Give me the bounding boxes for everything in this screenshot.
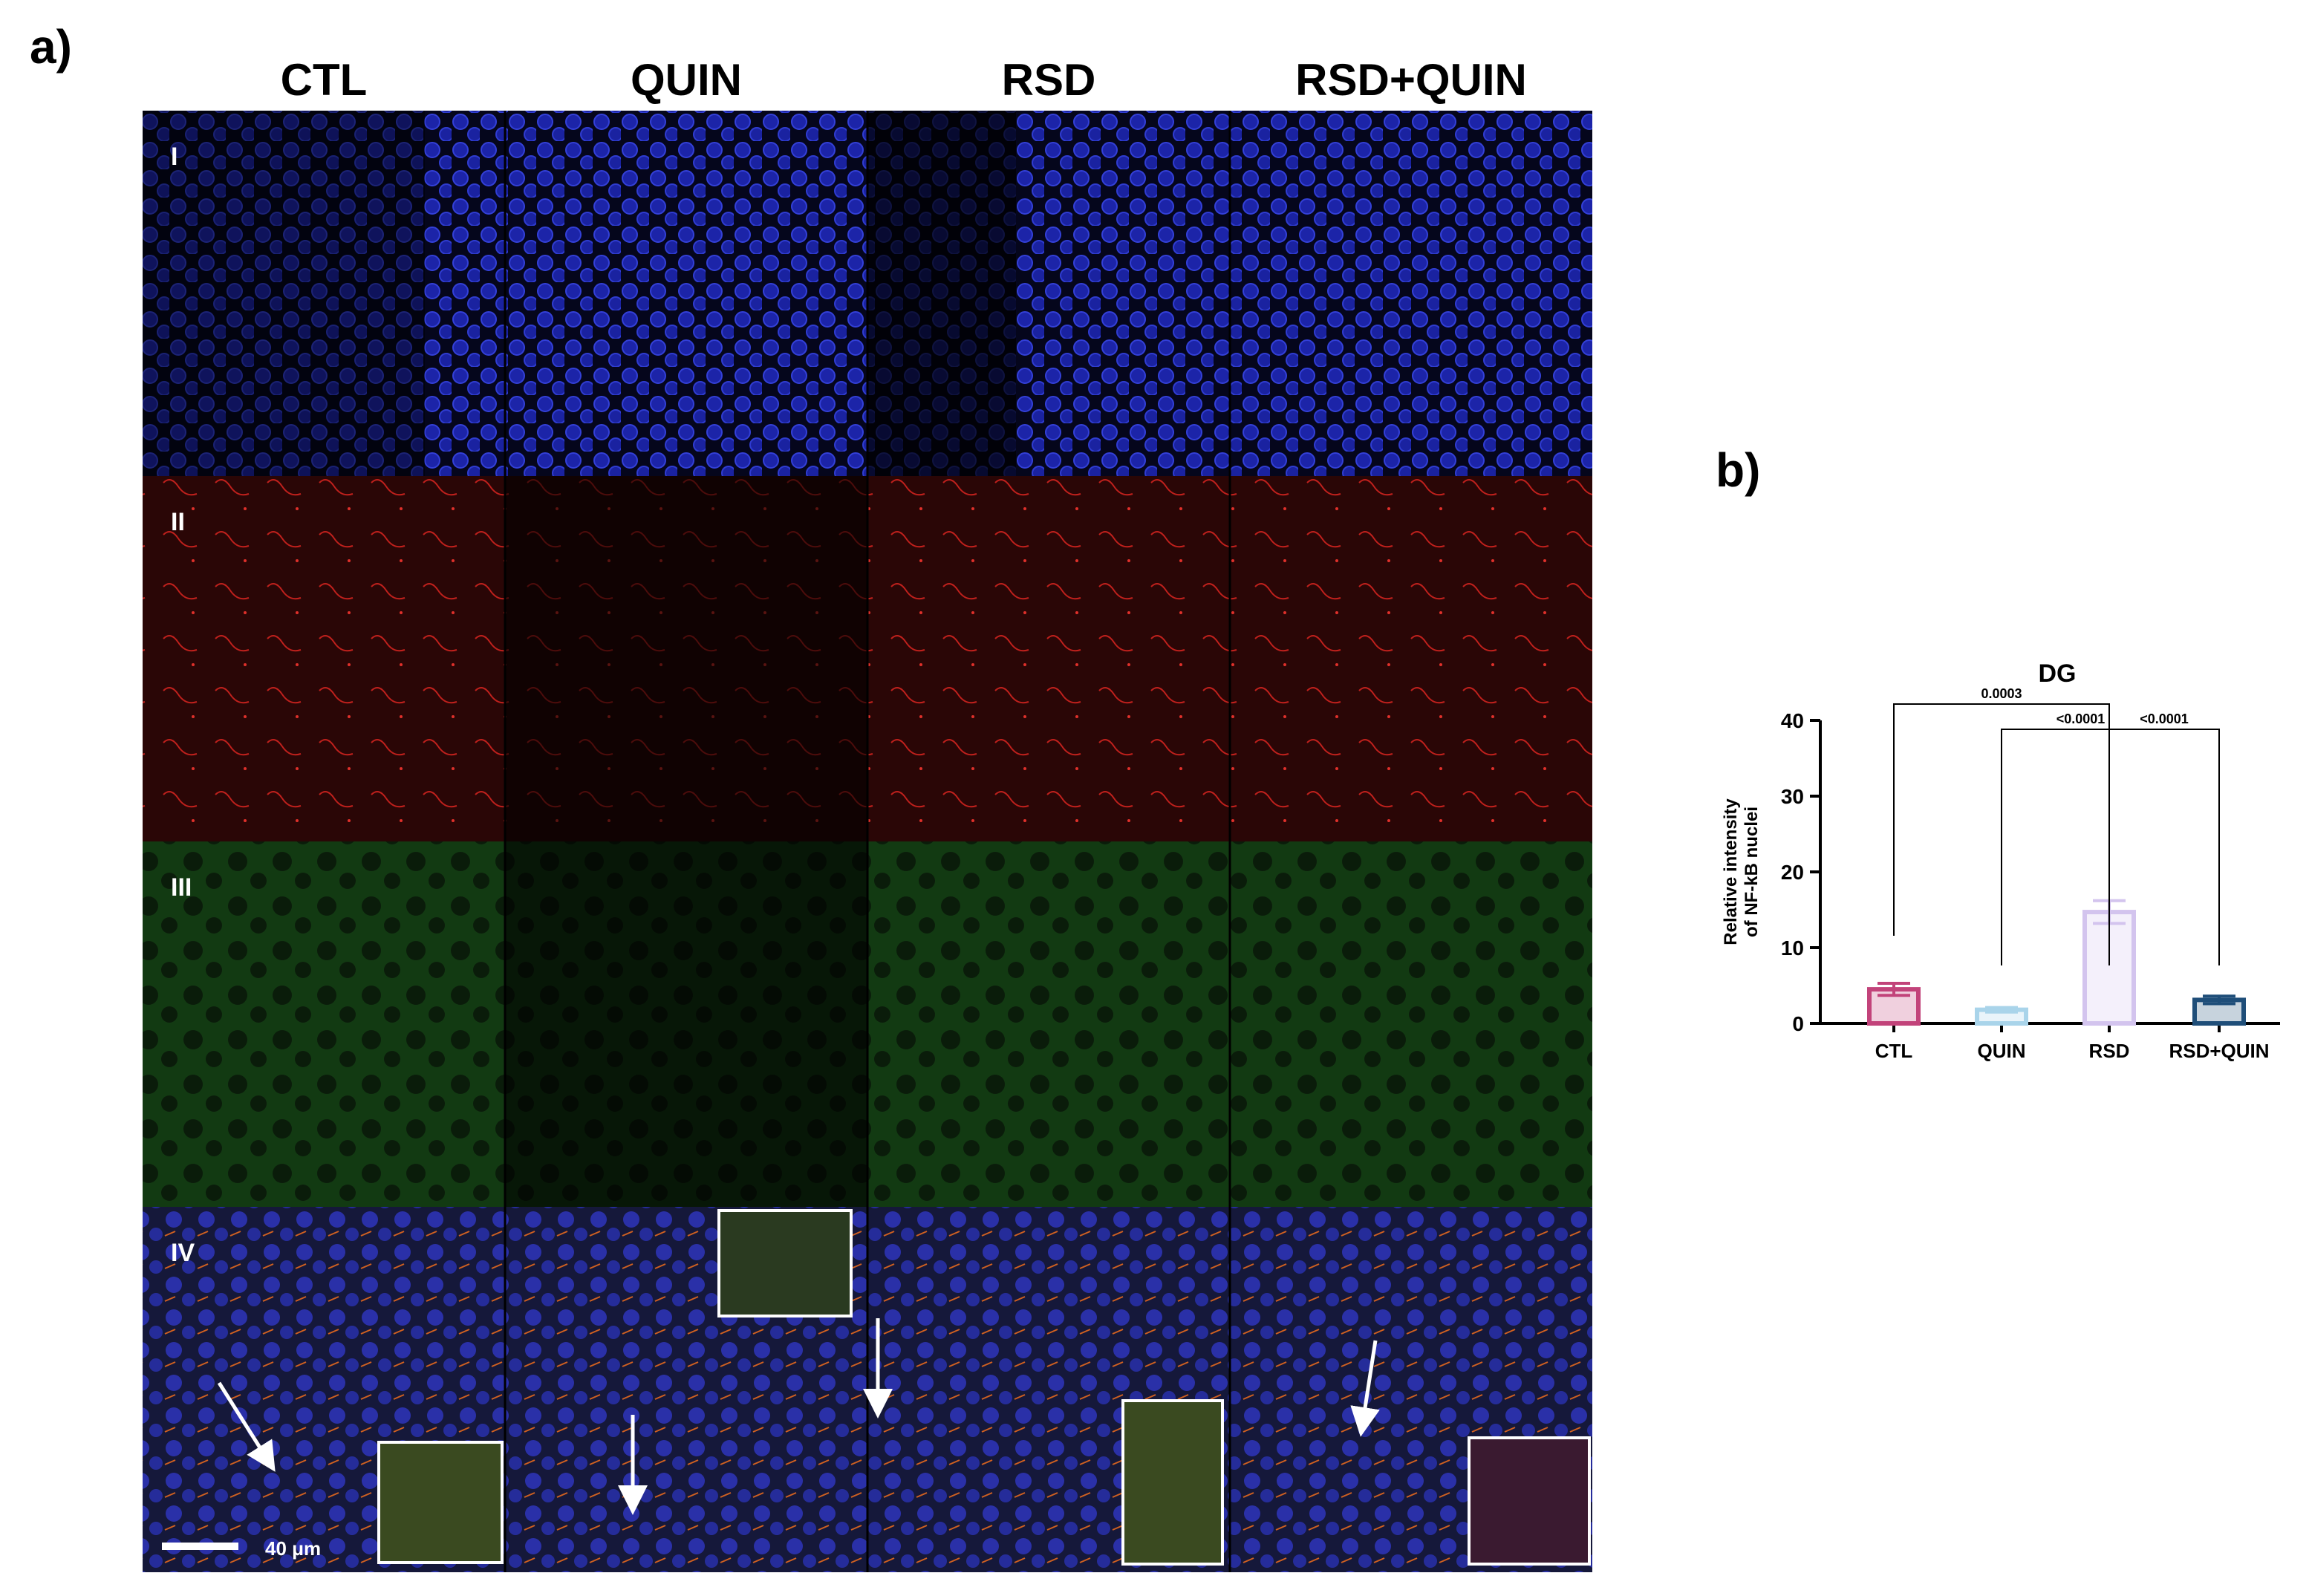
row-label: II xyxy=(171,508,185,536)
y-tick-label: 30 xyxy=(1781,785,1804,808)
column-label: QUIN xyxy=(631,55,742,105)
row-label: IV xyxy=(171,1239,195,1267)
panel-label: b) xyxy=(1716,443,1760,497)
x-tick-label: RSD+QUIN xyxy=(2169,1040,2269,1062)
p-value: <0.0001 xyxy=(2140,711,2189,726)
p-value: 0.0003 xyxy=(1981,686,2022,701)
y-tick-label: 40 xyxy=(1781,709,1804,732)
image-shade xyxy=(867,111,1016,476)
chart-title: DG xyxy=(2039,659,2077,688)
x-tick-label: CTL xyxy=(1875,1040,1913,1062)
image-shade xyxy=(143,111,425,476)
y-tick-label: 20 xyxy=(1781,861,1804,884)
y-axis-label: of NF-kB nuclei xyxy=(1742,807,1762,937)
row-label: III xyxy=(171,873,192,902)
micrographs: 40 μm xyxy=(143,111,1592,1572)
y-tick-label: 10 xyxy=(1781,937,1804,960)
comparison-bracket xyxy=(2108,729,2220,965)
y-axis-label: Relative intensity xyxy=(1721,798,1741,945)
column-label: RSD+QUIN xyxy=(1295,55,1527,105)
y-tick-label: 0 xyxy=(1792,1012,1804,1035)
scale-bar-label: 40 μm xyxy=(265,1537,321,1560)
column-label: CTL xyxy=(281,55,368,105)
x-tick-label: RSD xyxy=(2089,1040,2130,1062)
error-bar xyxy=(1878,981,1910,997)
error-bar xyxy=(2203,994,2235,1006)
column-label: RSD xyxy=(1002,55,1096,105)
arrows xyxy=(217,1318,1380,1515)
insets xyxy=(377,1209,1591,1566)
panel-borders xyxy=(504,111,1231,1572)
x-tick-label: QUIN xyxy=(1978,1040,2026,1062)
panel-label: a) xyxy=(30,20,72,74)
p-value: <0.0001 xyxy=(2056,711,2106,726)
error-bar xyxy=(1985,1006,2018,1014)
row-label: I xyxy=(171,143,178,171)
image-shade xyxy=(505,476,867,1207)
